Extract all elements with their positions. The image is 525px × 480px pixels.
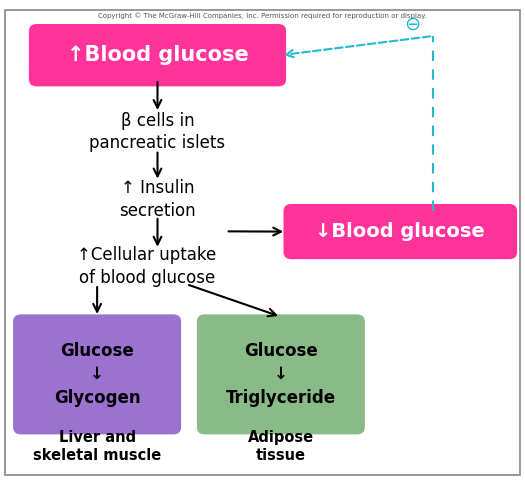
FancyBboxPatch shape (197, 314, 365, 434)
Text: ↑Blood glucose: ↑Blood glucose (67, 45, 248, 65)
FancyBboxPatch shape (13, 314, 181, 434)
Text: ⊖: ⊖ (404, 14, 420, 34)
Text: β cells in
pancreatic islets: β cells in pancreatic islets (89, 111, 226, 153)
Text: Glucose
↓
Glycogen: Glucose ↓ Glycogen (54, 342, 141, 407)
Text: ↓Blood glucose: ↓Blood glucose (316, 222, 485, 241)
FancyBboxPatch shape (284, 204, 517, 259)
Text: Copyright © The McGraw-Hill Companies, Inc. Permission required for reproduction: Copyright © The McGraw-Hill Companies, I… (98, 12, 427, 19)
Text: ↑Cellular uptake
of blood glucose: ↑Cellular uptake of blood glucose (77, 246, 217, 287)
Text: ↑ Insulin
secretion: ↑ Insulin secretion (119, 179, 196, 220)
Text: Liver and
skeletal muscle: Liver and skeletal muscle (33, 430, 161, 463)
Text: Adipose
tissue: Adipose tissue (248, 430, 314, 463)
FancyBboxPatch shape (29, 24, 286, 86)
Text: Glucose
↓
Triglyceride: Glucose ↓ Triglyceride (226, 342, 336, 407)
